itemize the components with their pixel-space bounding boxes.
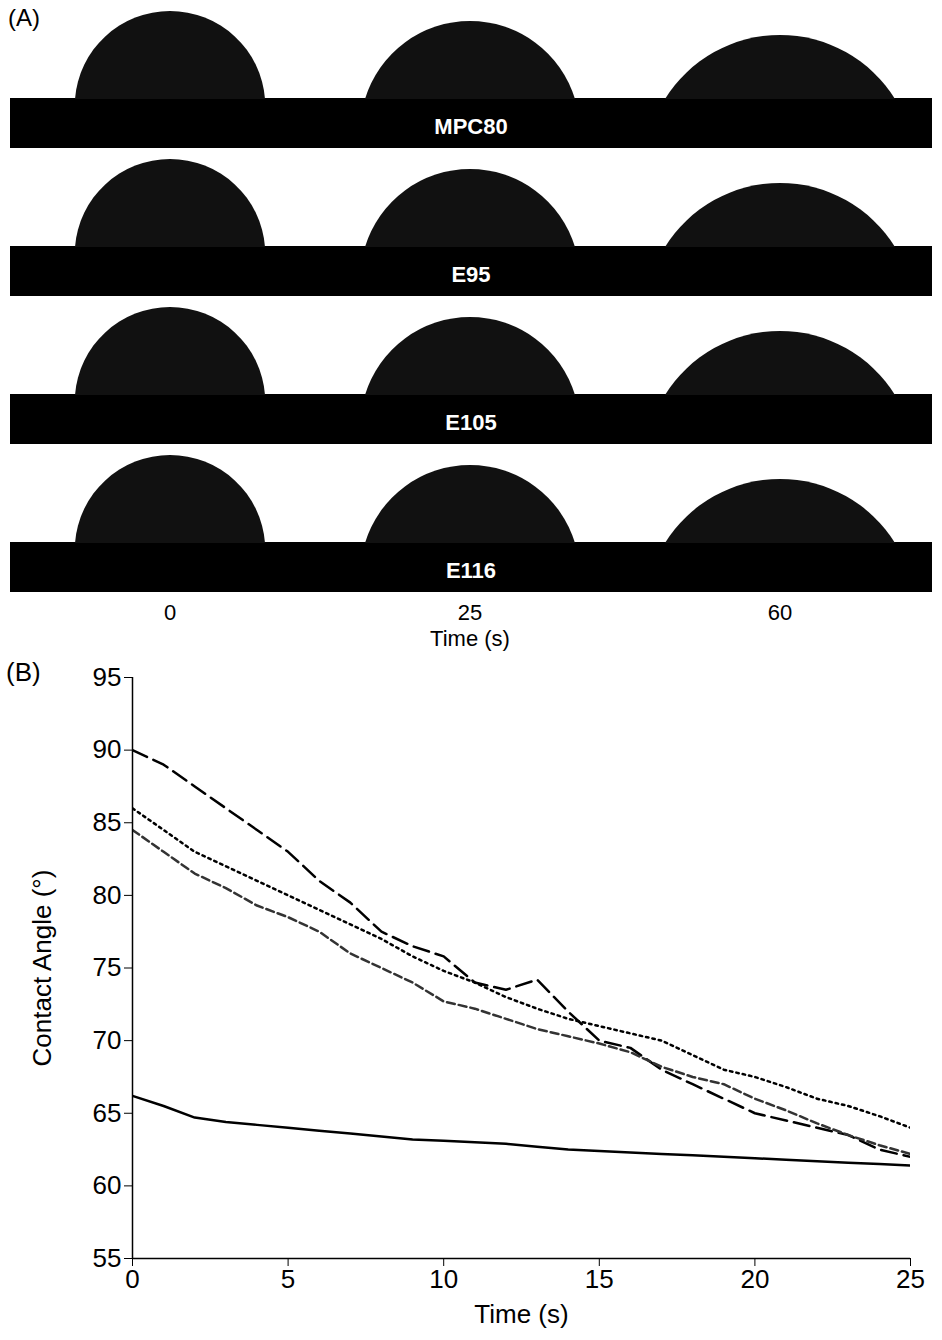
- svg-text:85: 85: [93, 807, 122, 837]
- svg-text:95: 95: [93, 662, 122, 692]
- svg-text:75: 75: [93, 952, 122, 982]
- svg-text:80: 80: [93, 880, 122, 910]
- svg-text:25: 25: [458, 600, 482, 625]
- svg-text:55: 55: [93, 1243, 122, 1273]
- svg-text:E105: E105: [445, 410, 496, 435]
- svg-text:0: 0: [125, 1264, 139, 1294]
- svg-text:E116: E116: [446, 558, 496, 583]
- svg-text:90: 90: [93, 734, 122, 764]
- svg-text:Time (s): Time (s): [430, 626, 510, 651]
- svg-text:60: 60: [93, 1170, 122, 1200]
- svg-text:E95: E95: [451, 262, 490, 287]
- svg-text:70: 70: [93, 1025, 122, 1055]
- svg-text:10: 10: [429, 1264, 458, 1294]
- svg-text:65: 65: [93, 1098, 122, 1128]
- html-text:(B): (B): [6, 657, 41, 687]
- svg-text:25: 25: [896, 1264, 925, 1294]
- svg-text:Time (s): Time (s): [474, 1299, 568, 1329]
- svg-text:60: 60: [768, 600, 792, 625]
- svg-text:Contact Angle (°): Contact Angle (°): [27, 870, 57, 1067]
- svg-text:MPC80: MPC80: [434, 114, 507, 139]
- svg-text:5: 5: [281, 1264, 295, 1294]
- svg-text:0: 0: [164, 600, 176, 625]
- svg-text:20: 20: [740, 1264, 769, 1294]
- svg-text:15: 15: [585, 1264, 614, 1294]
- svg-text:(A): (A): [8, 4, 40, 31]
